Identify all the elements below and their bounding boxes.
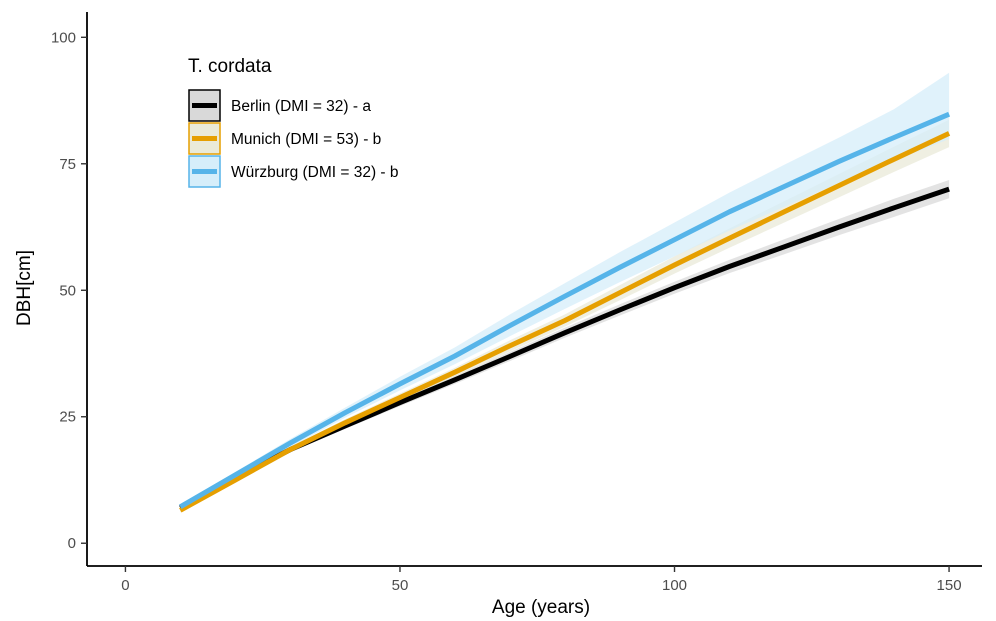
y-tick-label: 100	[51, 29, 76, 46]
legend-label-0: Berlin (DMI = 32) - a	[231, 98, 371, 115]
confidence-band-0	[180, 180, 950, 510]
legend-title: T. cordata	[188, 56, 272, 77]
y-tick-label: 50	[59, 282, 76, 299]
y-tick-label: 25	[59, 409, 76, 426]
y-axis-title: DBH[cm]	[14, 250, 35, 326]
x-axis-ticks: 0 50 100 150	[121, 566, 962, 594]
series-line-2	[179, 111, 951, 509]
x-tick-label: 100	[662, 577, 687, 594]
x-axis-title: Age (years)	[492, 597, 590, 618]
y-axis-ticks: 0 25 50 75 100	[51, 29, 87, 552]
series-lines	[179, 111, 951, 513]
series-line-1	[179, 131, 951, 513]
legend-label-1: Munich (DMI = 53) - b	[231, 131, 381, 148]
legend-label-2: Würzburg (DMI = 32) - b	[231, 164, 399, 181]
x-tick-label: 150	[937, 577, 962, 594]
x-tick-label: 0	[121, 577, 129, 594]
y-tick-label: 75	[59, 156, 76, 173]
x-tick-label: 50	[392, 577, 409, 594]
legend-items: Berlin (DMI = 32) - a Munich (DMI = 53) -…	[188, 89, 399, 188]
legend: T. cordata Berlin (DMI = 32) - a Munich (…	[188, 56, 399, 188]
y-tick-label: 0	[68, 535, 76, 552]
